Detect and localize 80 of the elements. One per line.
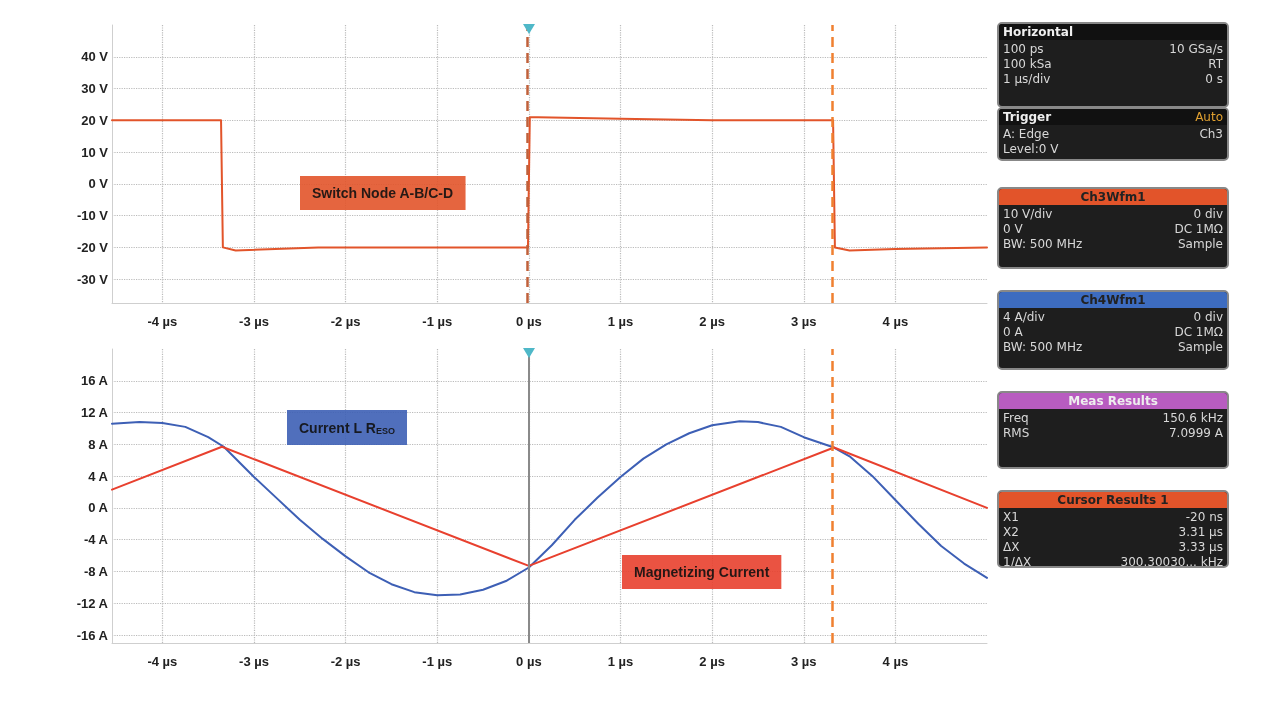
text: DC 1MΩ xyxy=(1173,325,1223,339)
text: 0 div xyxy=(1192,310,1223,324)
text: Auto xyxy=(1195,110,1223,124)
y-tick-label: 20 V xyxy=(81,112,109,128)
x-tick-label: 4 µs xyxy=(882,314,909,329)
text: Horizontal xyxy=(1003,25,1074,39)
y-tick-label: 30 V xyxy=(81,81,109,97)
x-tick-label: -1 µs xyxy=(422,654,453,669)
line-series xyxy=(111,420,988,597)
text: 10 GSa/s xyxy=(1168,42,1223,56)
y-tick-label: 40 V xyxy=(81,49,109,65)
y-tick-label: 12 A xyxy=(81,405,109,421)
y-tick-label: -4 A xyxy=(83,532,109,548)
text: Magnetizing Current xyxy=(634,564,770,580)
text: 3.33 µs xyxy=(1177,540,1223,554)
text: 7.0999 A xyxy=(1168,426,1223,440)
text: 0 s xyxy=(1204,72,1223,86)
y-tick-label: 0 A xyxy=(88,500,109,516)
text: Ch3Wfm1 xyxy=(1080,190,1146,204)
line-series xyxy=(111,116,988,252)
text: RMS xyxy=(1003,426,1031,440)
text: X1 xyxy=(1003,510,1020,524)
text: 300.30030... kHz xyxy=(1119,555,1223,568)
x-tick-label: 4 µs xyxy=(882,654,909,669)
y-tick-label: -30 V xyxy=(76,271,109,287)
text: DC 1MΩ xyxy=(1173,222,1223,236)
x-tick-label: 3 µs xyxy=(790,654,817,669)
text: 0 V xyxy=(1003,222,1024,236)
x-tick-label: 3 µs xyxy=(790,314,817,329)
x-tick-label: 0 µs xyxy=(516,314,542,329)
x-tick-label: 0 µs xyxy=(516,654,542,669)
text: Meas Results xyxy=(1068,394,1158,408)
text: BW: 500 MHz xyxy=(1003,237,1084,251)
x-tick-label: 2 µs xyxy=(699,314,725,329)
y-tick-label: -10 V xyxy=(76,208,109,224)
text: ΔX xyxy=(1003,540,1021,554)
text: Cursor Results 1 xyxy=(1057,493,1169,507)
x-tick-label: -2 µs xyxy=(330,314,361,329)
text: 0 div xyxy=(1192,207,1223,221)
text: BW: 500 MHz xyxy=(1003,340,1084,354)
text: -20 ns xyxy=(1184,510,1223,524)
y-tick-label: -12 A xyxy=(76,595,109,611)
text: X2 xyxy=(1003,525,1020,539)
text: 100 ps xyxy=(1003,42,1045,56)
text: Ch4Wfm1 xyxy=(1080,293,1146,307)
text: A: Edge xyxy=(1003,127,1051,141)
y-tick-label: 10 V xyxy=(81,144,109,160)
x-tick-label: -1 µs xyxy=(422,314,453,329)
y-tick-label: -16 A xyxy=(76,627,109,643)
line-series xyxy=(111,445,988,567)
y-tick-label: 16 A xyxy=(81,373,109,389)
text: Trigger xyxy=(1003,110,1052,124)
text: 3.31 µs xyxy=(1177,525,1223,539)
text: Sample xyxy=(1177,237,1223,251)
x-tick-label: -3 µs xyxy=(239,654,269,669)
text: Switch Node A-B/C-D xyxy=(312,185,454,201)
text: Freq xyxy=(1003,411,1030,425)
y-tick-label: 0 V xyxy=(88,176,109,192)
text: Ch3 xyxy=(1198,127,1223,141)
y-tick-label: 4 A xyxy=(88,468,109,484)
text: 0 A xyxy=(1003,325,1024,339)
y-tick-label: -8 A xyxy=(83,563,109,579)
text: RT xyxy=(1207,57,1223,71)
text: 150.6 kHz xyxy=(1161,411,1223,425)
x-tick-label: 2 µs xyxy=(699,654,725,669)
y-tick-label: 8 A xyxy=(88,436,109,452)
text: Level:0 V xyxy=(1003,142,1060,156)
x-tick-label: -2 µs xyxy=(330,654,361,669)
x-tick-label: -4 µs xyxy=(147,314,178,329)
x-tick-label: 1 µs xyxy=(607,314,634,329)
text: 100 kSa xyxy=(1003,57,1053,71)
text: 4 A/div xyxy=(1003,310,1046,324)
text: 1 µs/div xyxy=(1003,72,1052,86)
x-tick-label: 1 µs xyxy=(607,654,634,669)
x-tick-label: -4 µs xyxy=(147,654,178,669)
text: 10 V/div xyxy=(1003,207,1054,221)
x-tick-label: -3 µs xyxy=(239,314,269,329)
text: Current L RESO xyxy=(299,419,396,436)
text: Sample xyxy=(1177,340,1223,354)
y-tick-label: -20 V xyxy=(76,239,109,255)
